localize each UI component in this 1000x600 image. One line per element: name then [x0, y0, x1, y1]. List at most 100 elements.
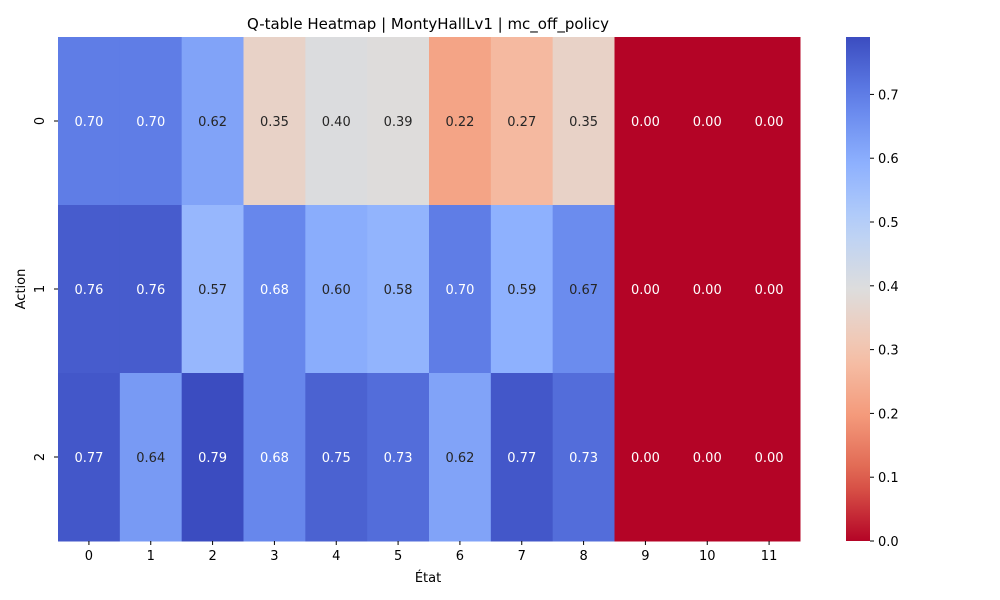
- x-tick-label: 5: [394, 549, 402, 564]
- cell-value-label: 0.73: [569, 451, 598, 466]
- heatmap-cell: [738, 37, 801, 206]
- colorbar: [846, 37, 870, 541]
- x-tick-label: 9: [641, 549, 649, 564]
- heatmap-cell: [305, 205, 368, 374]
- cell-value-label: 0.58: [384, 283, 413, 298]
- cell-value-label: 0.64: [136, 451, 165, 466]
- y-tick-label: 0: [33, 117, 48, 125]
- cell-value-label: 0.60: [322, 283, 351, 298]
- heatmap-cells: 0.70 0.70 0.62 0.35 0.40 0.39 0.22 0.27 0.35 0.00…: [58, 37, 801, 542]
- cell-value-label: 0.00: [631, 451, 660, 466]
- cell-value-label: 0.22: [445, 115, 474, 130]
- cell-value-label: 0.00: [755, 451, 784, 466]
- heatmap-cell: [614, 373, 677, 542]
- x-axis-ticks: 0 1 2 3 4 5 6 7 8 9 10 11: [85, 541, 778, 564]
- cell-value-label: 0.73: [384, 451, 413, 466]
- x-tick-label: 10: [699, 549, 716, 564]
- heatmap-cell: [58, 205, 121, 374]
- heatmap-cell: [243, 373, 306, 542]
- cell-value-label: 0.68: [260, 451, 289, 466]
- heatmap-cell: [552, 373, 615, 542]
- cell-value-label: 0.00: [755, 283, 784, 298]
- cell-value-label: 0.76: [136, 283, 165, 298]
- heatmap-cell: [181, 205, 244, 374]
- cell-value-label: 0.62: [445, 451, 474, 466]
- heatmap-cell: [367, 373, 430, 542]
- colorbar-tick-label: 0.4: [878, 280, 899, 295]
- x-tick-label: 6: [456, 549, 464, 564]
- x-tick-label: 0: [85, 549, 93, 564]
- x-axis-label: État: [415, 570, 441, 586]
- heatmap-cell: [552, 37, 615, 206]
- cell-value-label: 0.39: [384, 115, 413, 130]
- y-axis-ticks: 0 1 2: [33, 117, 58, 461]
- cell-value-label: 0.70: [74, 115, 103, 130]
- heatmap-cell: [243, 205, 306, 374]
- heatmap-cell: [181, 373, 244, 542]
- heatmap-cell: [429, 205, 492, 374]
- y-tick-label: 2: [33, 453, 48, 461]
- cell-value-label: 0.77: [507, 451, 536, 466]
- colorbar-tick-label: 0.7: [878, 88, 899, 103]
- cell-value-label: 0.00: [631, 115, 660, 130]
- heatmap-cell: [305, 37, 368, 206]
- y-tick-label: 1: [33, 285, 48, 293]
- cell-value-label: 0.00: [755, 115, 784, 130]
- heatmap-cell: [738, 205, 801, 374]
- cell-value-label: 0.35: [569, 115, 598, 130]
- heatmap-cell: [490, 373, 554, 542]
- y-axis-label: Action: [14, 269, 29, 310]
- heatmap-cell: [58, 373, 121, 542]
- colorbar-tick-label: 0.5: [878, 216, 899, 231]
- cell-value-label: 0.00: [631, 283, 660, 298]
- cell-value-label: 0.59: [507, 283, 536, 298]
- cell-value-label: 0.40: [322, 115, 351, 130]
- heatmap-cell: [614, 37, 677, 206]
- heatmap-cell: [119, 373, 183, 542]
- cell-value-label: 0.00: [693, 115, 722, 130]
- heatmap-cell: [181, 37, 244, 206]
- cell-value-label: 0.27: [507, 115, 536, 130]
- cell-value-label: 0.35: [260, 115, 289, 130]
- cell-value-label: 0.67: [569, 283, 598, 298]
- colorbar-tick-label: 0.0: [878, 535, 899, 550]
- colorbar-ticks: 0.0 0.1 0.2 0.3 0.4 0.5 0.6 0.7: [870, 88, 899, 550]
- heatmap-cell: [119, 205, 183, 374]
- heatmap-cell: [305, 373, 368, 542]
- colorbar-tick-label: 0.2: [878, 407, 899, 422]
- heatmap-cell: [676, 205, 739, 374]
- x-tick-label: 3: [270, 549, 278, 564]
- cell-value-label: 0.70: [136, 115, 165, 130]
- cell-value-label: 0.57: [198, 283, 227, 298]
- colorbar-tick-label: 0.3: [878, 344, 899, 359]
- cell-value-label: 0.00: [693, 451, 722, 466]
- cell-value-label: 0.70: [445, 283, 474, 298]
- cell-value-label: 0.76: [74, 283, 103, 298]
- heatmap-cell: [58, 37, 121, 206]
- x-tick-label: 4: [332, 549, 340, 564]
- heatmap-cell: [367, 205, 430, 374]
- cell-value-label: 0.77: [74, 451, 103, 466]
- cell-value-label: 0.62: [198, 115, 227, 130]
- x-tick-label: 11: [761, 549, 778, 564]
- heatmap-cell: [738, 373, 801, 542]
- heatmap-cell: [490, 37, 554, 206]
- heatmap-cell: [119, 37, 183, 206]
- cell-value-label: 0.68: [260, 283, 289, 298]
- cell-value-label: 0.79: [198, 451, 227, 466]
- x-tick-label: 2: [208, 549, 216, 564]
- x-tick-label: 1: [147, 549, 155, 564]
- heatmap-cell: [367, 37, 430, 206]
- heatmap-cell: [614, 205, 677, 374]
- heatmap-cell: [429, 37, 492, 206]
- heatmap-cell: [490, 205, 554, 374]
- colorbar-tick-label: 0.1: [878, 471, 899, 486]
- cell-value-label: 0.00: [693, 283, 722, 298]
- heatmap-cell: [676, 37, 739, 206]
- heatmap-cell: [676, 373, 739, 542]
- heatmap-cell: [243, 37, 306, 206]
- x-tick-label: 8: [579, 549, 587, 564]
- cell-value-label: 0.75: [322, 451, 351, 466]
- chart-title: Q-table Heatmap | MontyHallLv1 | mc_off_…: [247, 15, 609, 34]
